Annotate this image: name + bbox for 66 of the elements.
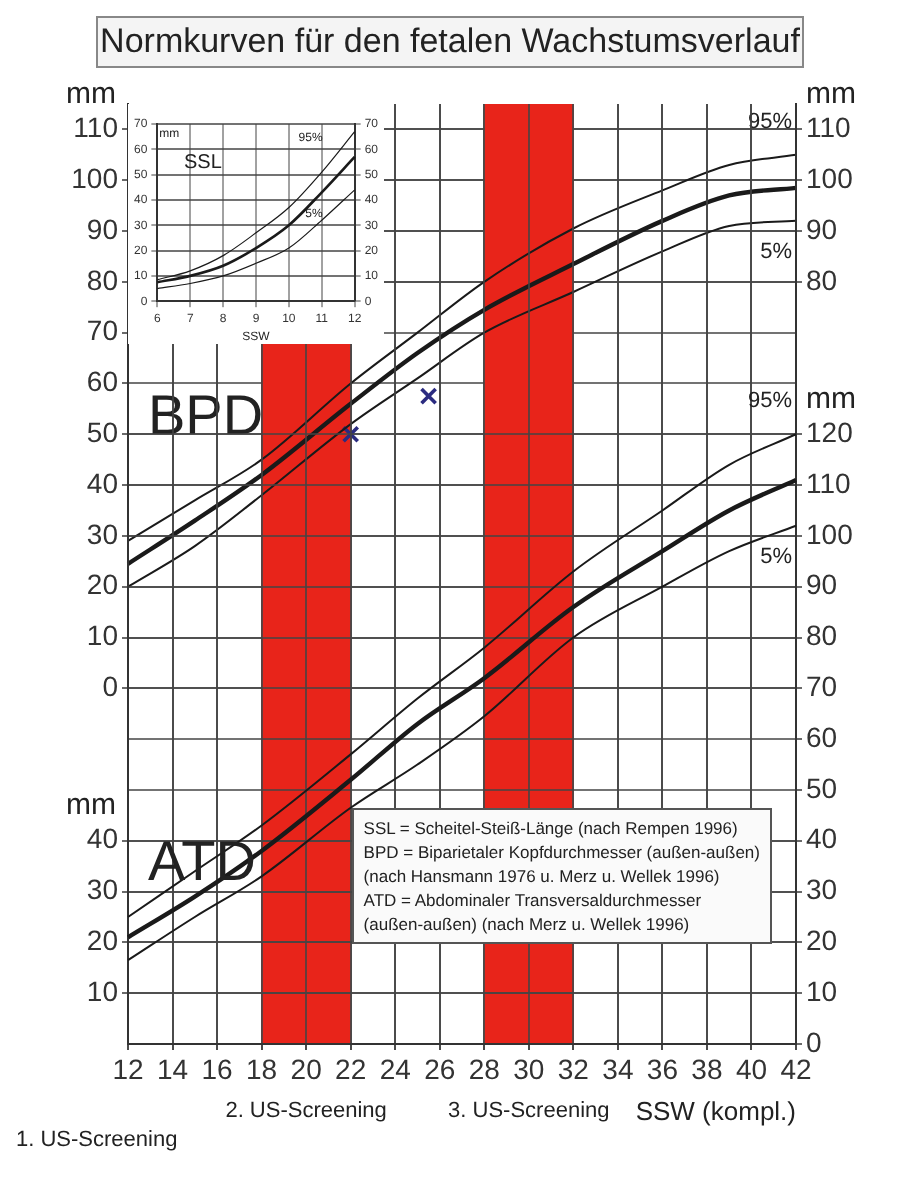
x-tick-label: 18 xyxy=(246,1052,278,1085)
y2-tick-label: 20 xyxy=(806,924,838,957)
x-tick-label: 32 xyxy=(557,1052,590,1085)
chart-title: Normkurven für den fetalen Wachstumsverlauf xyxy=(96,16,804,68)
y-axis-title: mm xyxy=(66,788,116,823)
x-tick-label: 20 xyxy=(290,1052,323,1085)
x-tick-label: 24 xyxy=(379,1052,412,1085)
x-tick-label: 26 xyxy=(424,1052,456,1085)
annotation: SSL = Scheitel-Steiß-Länge (nach Rempen 1996) xyxy=(363,816,740,840)
series-label: 5% xyxy=(760,544,793,569)
x-tick-label: 34 xyxy=(602,1052,634,1085)
y2-tick-label: 70 xyxy=(806,670,838,703)
y2-tick-label: 80 xyxy=(806,263,838,296)
y2-tick-label: 50 xyxy=(806,771,838,804)
y2-tick-label: 30 xyxy=(806,873,838,906)
y2-tick-label: 100 xyxy=(806,161,854,194)
x-tick-label: 40 xyxy=(735,1052,768,1085)
x-tick-label: 38 xyxy=(691,1052,723,1085)
y-tick-label: 10 xyxy=(86,619,119,652)
y-axis-title: mm xyxy=(66,76,116,111)
y2-tick-label: 10 xyxy=(806,974,838,1007)
band-label: 2. US-Screening xyxy=(225,1099,387,1124)
annotation: BPD = Biparietaler Kopfdurchmesser (außen-außen) xyxy=(363,840,760,864)
y-tick-label: 50 xyxy=(86,415,119,448)
annotation: ATD = Abdominaler Transversaldurchmesser xyxy=(363,888,704,912)
y-tick-label: 10 xyxy=(86,974,119,1007)
y-tick-label: 0 xyxy=(102,670,119,703)
y-tick-label: 70 xyxy=(86,314,119,347)
x-tick-label: 16 xyxy=(201,1052,234,1085)
x-tick-label: 36 xyxy=(646,1052,679,1085)
y-tick-label: 40 xyxy=(86,822,119,855)
y2-tick-label: 60 xyxy=(806,720,838,753)
y2-tick-label: 120 xyxy=(806,415,854,448)
y-tick-label: 20 xyxy=(86,924,119,957)
text: 1. US-Screening xyxy=(16,1128,178,1152)
y-tick-label: 40 xyxy=(86,466,119,499)
y2-tick-label: 110 xyxy=(806,111,852,144)
band-label: 3. US-Screening xyxy=(448,1099,610,1124)
y-tick-label: 90 xyxy=(86,212,119,245)
y2-tick-label: 80 xyxy=(806,619,838,652)
y-tick-label: 30 xyxy=(86,873,119,906)
x-tick-label: 14 xyxy=(156,1052,189,1085)
series-label: 5% xyxy=(760,239,793,264)
x-tick-label: 30 xyxy=(513,1052,545,1085)
y2-axis-title: mm xyxy=(806,76,856,111)
y-tick-label: 80 xyxy=(86,263,119,296)
x-tick-label: 42 xyxy=(780,1052,812,1085)
y-tick-label: 60 xyxy=(86,365,119,398)
x-axis-title: SSW (kompl.) xyxy=(635,1095,796,1126)
y-tick-label: 30 xyxy=(86,517,119,550)
x-tick-label: 22 xyxy=(335,1052,367,1085)
y2-tick-label: 40 xyxy=(806,822,838,855)
annotation: (nach Hansmann 1976 u. Merz u. Wellek 1996) xyxy=(363,864,722,888)
x-tick-label: 28 xyxy=(468,1052,501,1085)
y2-tick-label: 90 xyxy=(806,568,838,601)
y-tick-label: 20 xyxy=(86,568,119,601)
y2-tick-label: 0 xyxy=(806,1025,822,1058)
y2-tick-label: 100 xyxy=(806,517,854,550)
y-tick-label: 100 xyxy=(71,161,119,194)
annotation: SSL xyxy=(184,152,222,174)
x-tick-label: 12 xyxy=(112,1052,144,1085)
y2-tick-label: 90 xyxy=(806,212,838,245)
y-tick-label: 110 xyxy=(73,111,119,144)
y2-axis-title: mm xyxy=(806,381,856,416)
y2-tick-label: 110 xyxy=(806,466,852,499)
annotation: (außen-außen) (nach Merz u. Wellek 1996) xyxy=(363,912,692,936)
